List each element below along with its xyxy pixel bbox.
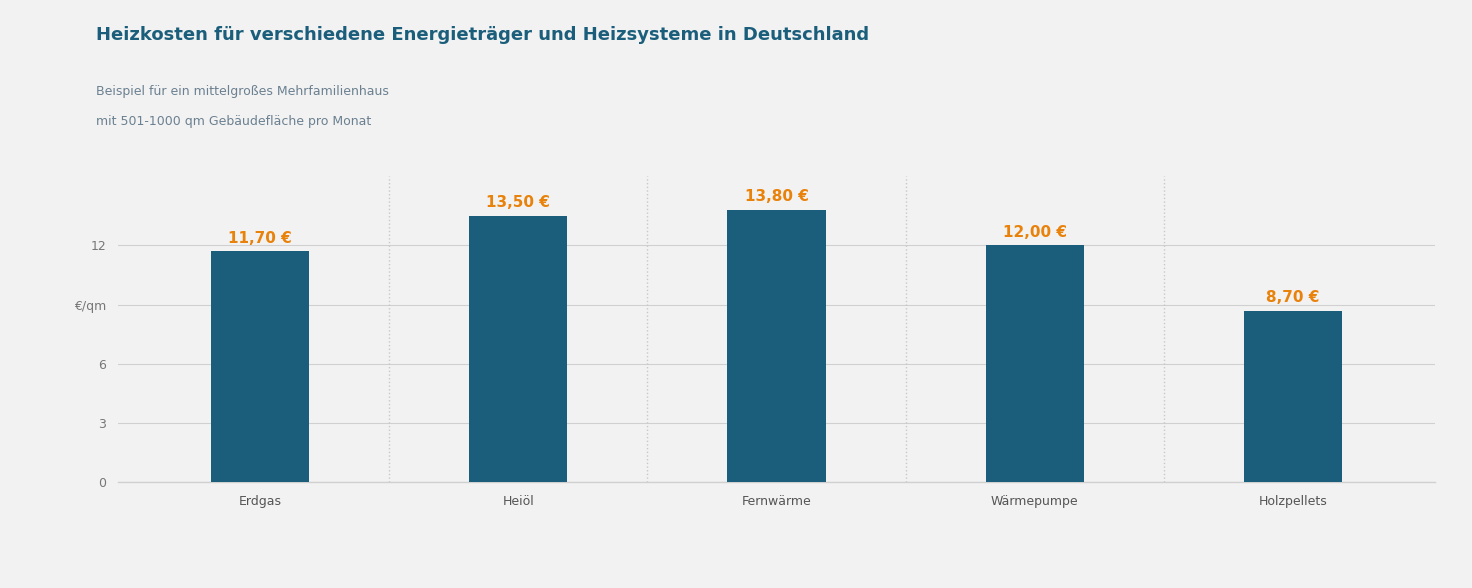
Text: 12,00 €: 12,00 € xyxy=(1002,225,1067,240)
Text: Heizkosten für verschiedene Energieträger und Heizsysteme in Deutschland: Heizkosten für verschiedene Energieträge… xyxy=(96,26,868,45)
Text: mit 501-1000 qm Gebäudefläche pro Monat: mit 501-1000 qm Gebäudefläche pro Monat xyxy=(96,115,371,128)
Text: 11,70 €: 11,70 € xyxy=(228,231,291,246)
Bar xyxy=(210,251,309,482)
Text: 8,70 €: 8,70 € xyxy=(1266,290,1320,305)
Text: 13,50 €: 13,50 € xyxy=(486,195,551,211)
Bar xyxy=(1244,310,1342,482)
Bar xyxy=(986,245,1083,482)
Text: Beispiel für ein mittelgroßes Mehrfamilienhaus: Beispiel für ein mittelgroßes Mehrfamili… xyxy=(96,85,389,98)
Text: 13,80 €: 13,80 € xyxy=(745,189,808,205)
Bar xyxy=(470,216,567,482)
Bar xyxy=(727,210,826,482)
